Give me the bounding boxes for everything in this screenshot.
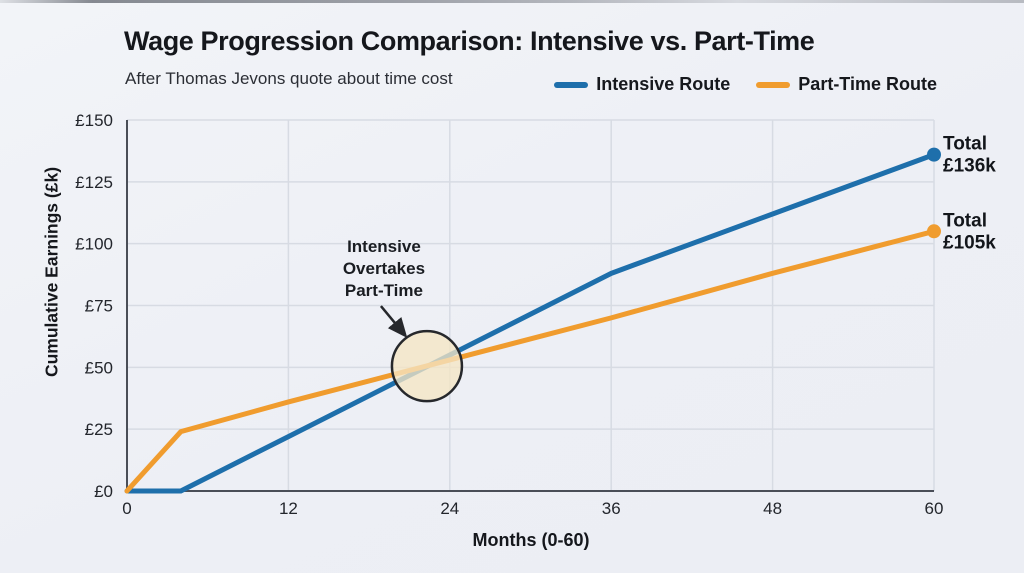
y-tick-label: £50 xyxy=(85,358,113,377)
legend-label-intensive: Intensive Route xyxy=(596,74,731,94)
legend-item-part-time: Part-Time Route xyxy=(756,74,937,95)
series-total-label: Total xyxy=(943,210,987,231)
part-time-route-line xyxy=(124,228,937,494)
x-tick-label: 48 xyxy=(763,499,782,518)
part-time-route-swatch xyxy=(756,81,791,88)
x-axis-title: Months (0-60) xyxy=(472,530,590,550)
chart-subtitle: After Thomas Jevons quote about time cos… xyxy=(125,69,453,88)
chart-title: Wage Progression Comparison: Intensive v… xyxy=(124,26,815,56)
x-tick-label: 24 xyxy=(440,499,459,518)
crossover-highlight-circle xyxy=(390,329,464,403)
series-end-dot xyxy=(927,224,941,239)
legend-label-part-time: Part-Time Route xyxy=(798,74,937,94)
y-tick-label: £0 xyxy=(94,482,113,501)
series-total-label: Total xyxy=(943,134,987,155)
series-total-label: £105k xyxy=(943,232,996,253)
y-tick-label: £100 xyxy=(75,235,113,254)
intensive-route-swatch xyxy=(554,81,589,88)
series-end-dot xyxy=(927,147,941,162)
y-tick-label: £150 xyxy=(75,111,113,130)
intensive-route-line xyxy=(124,152,937,494)
x-tick-label: 60 xyxy=(925,499,944,518)
y-tick-label: £25 xyxy=(85,420,113,439)
annotation-arrow xyxy=(379,305,408,338)
legend-item-intensive: Intensive Route xyxy=(554,74,730,95)
x-tick-label: 36 xyxy=(602,499,621,518)
annotation-text-line: Overtakes xyxy=(343,259,425,278)
y-tick-label: £125 xyxy=(75,173,113,192)
series-total-label: £136k xyxy=(943,156,996,177)
legend: Intensive Route Part-Time Route xyxy=(554,74,937,95)
x-tick-label: 0 xyxy=(122,499,131,518)
annotation-text-line: Intensive xyxy=(347,237,421,256)
x-tick-label: 12 xyxy=(279,499,298,518)
y-tick-label: £75 xyxy=(85,297,113,316)
annotation-text-line: Part-Time xyxy=(345,281,423,300)
